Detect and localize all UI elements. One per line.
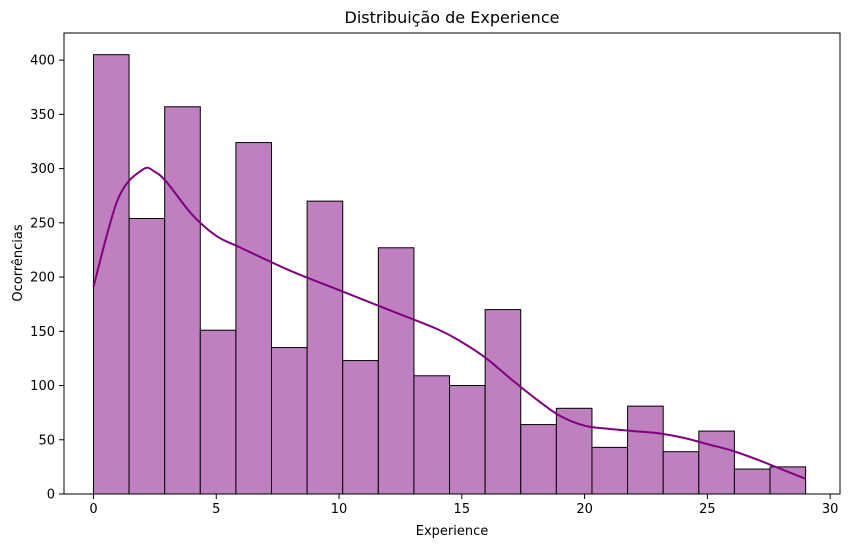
- y-tick-label: 150: [30, 325, 55, 340]
- y-tick-label: 200: [30, 271, 55, 286]
- histogram-bar: [555, 407, 593, 495]
- x-axis-ticks: 0 5 10 15 20 25 30: [89, 494, 838, 517]
- histogram-bar: [342, 360, 379, 495]
- histogram-bar: [164, 106, 201, 495]
- histogram-bar: [377, 247, 415, 495]
- x-tick-label: 30: [822, 502, 839, 517]
- histogram-bars: [92, 54, 807, 495]
- chart-title: Distribuição de Experience: [345, 8, 560, 27]
- histogram-bar: [662, 451, 700, 495]
- histogram-bar: [235, 142, 273, 495]
- x-axis-label: Experience: [416, 524, 489, 539]
- y-axis-label: Ocorrências: [11, 224, 26, 301]
- histogram-bar: [591, 446, 629, 495]
- x-tick-label: 5: [212, 502, 220, 517]
- histogram-bar: [520, 424, 557, 495]
- y-tick-label: 350: [30, 108, 55, 123]
- y-axis-ticks: 0 50 100 150 200 250 300 350 400: [30, 54, 64, 503]
- x-tick-label: 25: [699, 502, 716, 517]
- plot-frame: [63, 32, 841, 495]
- histogram-bar: [92, 54, 130, 495]
- x-tick-label: 0: [89, 502, 97, 517]
- y-tick-label: 100: [30, 379, 55, 394]
- histogram-bar: [128, 217, 166, 495]
- y-tick-label: 400: [30, 54, 55, 69]
- kde-curve: [92, 166, 806, 480]
- y-tick-label: 0: [47, 488, 55, 503]
- histogram-bar: [733, 468, 771, 495]
- x-tick-label: 10: [331, 502, 348, 517]
- x-tick-label: 20: [576, 502, 593, 517]
- histogram-bar: [271, 347, 308, 495]
- histogram-bar: [413, 375, 451, 495]
- histogram-bar: [698, 430, 735, 495]
- histogram-bar: [199, 329, 237, 495]
- x-tick-label: 15: [454, 502, 471, 517]
- histogram-bar: [449, 385, 486, 495]
- histogram-bar: [306, 200, 344, 495]
- y-tick-label: 250: [30, 216, 55, 231]
- y-tick-label: 50: [38, 433, 55, 448]
- histogram-bar: [627, 405, 664, 495]
- histogram-bar: [484, 309, 522, 495]
- y-tick-label: 300: [30, 162, 55, 177]
